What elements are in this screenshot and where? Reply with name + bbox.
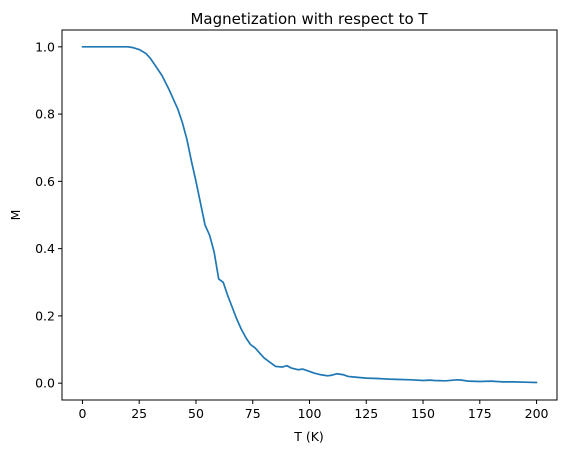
y-tick-label: 0.0 bbox=[35, 376, 55, 391]
x-axis-title: T (K) bbox=[293, 429, 324, 444]
y-axis-title: M bbox=[8, 210, 23, 221]
x-tick-label: 175 bbox=[468, 406, 492, 421]
plot-frame bbox=[61, 29, 558, 401]
series-line bbox=[81, 45, 538, 384]
x-tick-label: 75 bbox=[245, 406, 261, 421]
x-tick-label: 50 bbox=[188, 406, 204, 421]
x-tick-label: 125 bbox=[354, 406, 378, 421]
x-tick-label: 100 bbox=[298, 406, 322, 421]
y-tick-label: 0.8 bbox=[35, 107, 55, 122]
x-tick-label: 200 bbox=[525, 406, 549, 421]
y-tick-label: 0.4 bbox=[35, 241, 55, 256]
plot-area: 0 25 50 75 100 125 150 175 200 0.0 0.2 0.4 0.6 0.8 1.0 bbox=[35, 39, 548, 421]
x-tick-label: 25 bbox=[131, 406, 147, 421]
y-tick-label: 0.2 bbox=[35, 308, 55, 323]
y-tick-label: 1.0 bbox=[35, 39, 55, 54]
x-tick-label: 0 bbox=[78, 406, 86, 421]
chart-title: Magnetization with respect to T bbox=[190, 10, 428, 28]
x-tick-label: 150 bbox=[411, 406, 435, 421]
y-tick-label: 0.6 bbox=[35, 174, 55, 189]
